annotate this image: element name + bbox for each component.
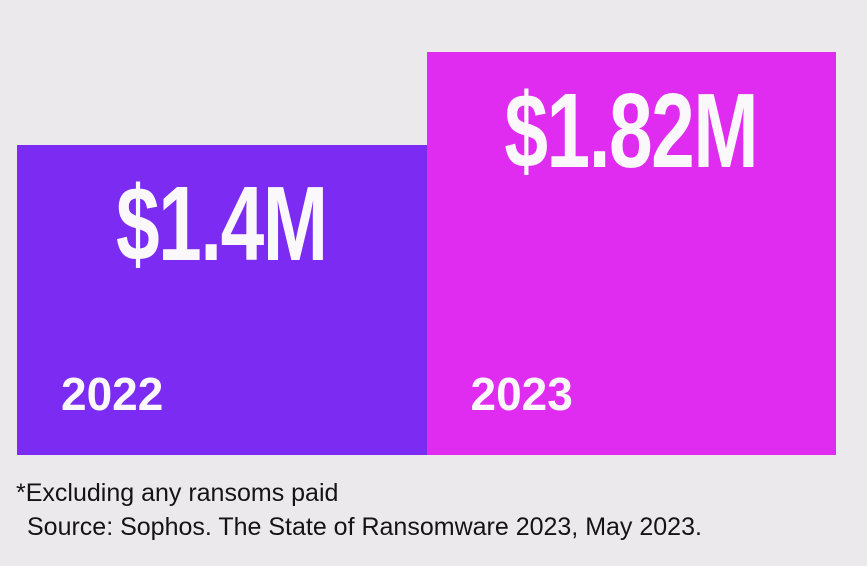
bar-value-label-2023: $1.82M	[427, 78, 837, 184]
bar-value-text-2023: $1.82M	[504, 72, 759, 190]
bar-category-label-2023: 2023	[470, 368, 573, 420]
footnote-text: *Excluding any ransoms paid	[16, 479, 339, 507]
chart-footer: *Excluding any ransoms paid Source: Soph…	[16, 476, 702, 544]
source-text: Source: Sophos. The State of Ransomware …	[27, 513, 702, 541]
bar-value-label-2022: $1.4M	[17, 171, 427, 277]
bar-category-label-2022: 2022	[61, 368, 164, 420]
bar-value-text-2022: $1.4M	[116, 165, 328, 283]
bar-2023: $1.82M 2023	[426, 52, 837, 455]
bar-2022: $1.4M 2022	[17, 145, 427, 455]
bar-chart: $1.4M 2022 $1.82M 2023	[17, 0, 836, 455]
